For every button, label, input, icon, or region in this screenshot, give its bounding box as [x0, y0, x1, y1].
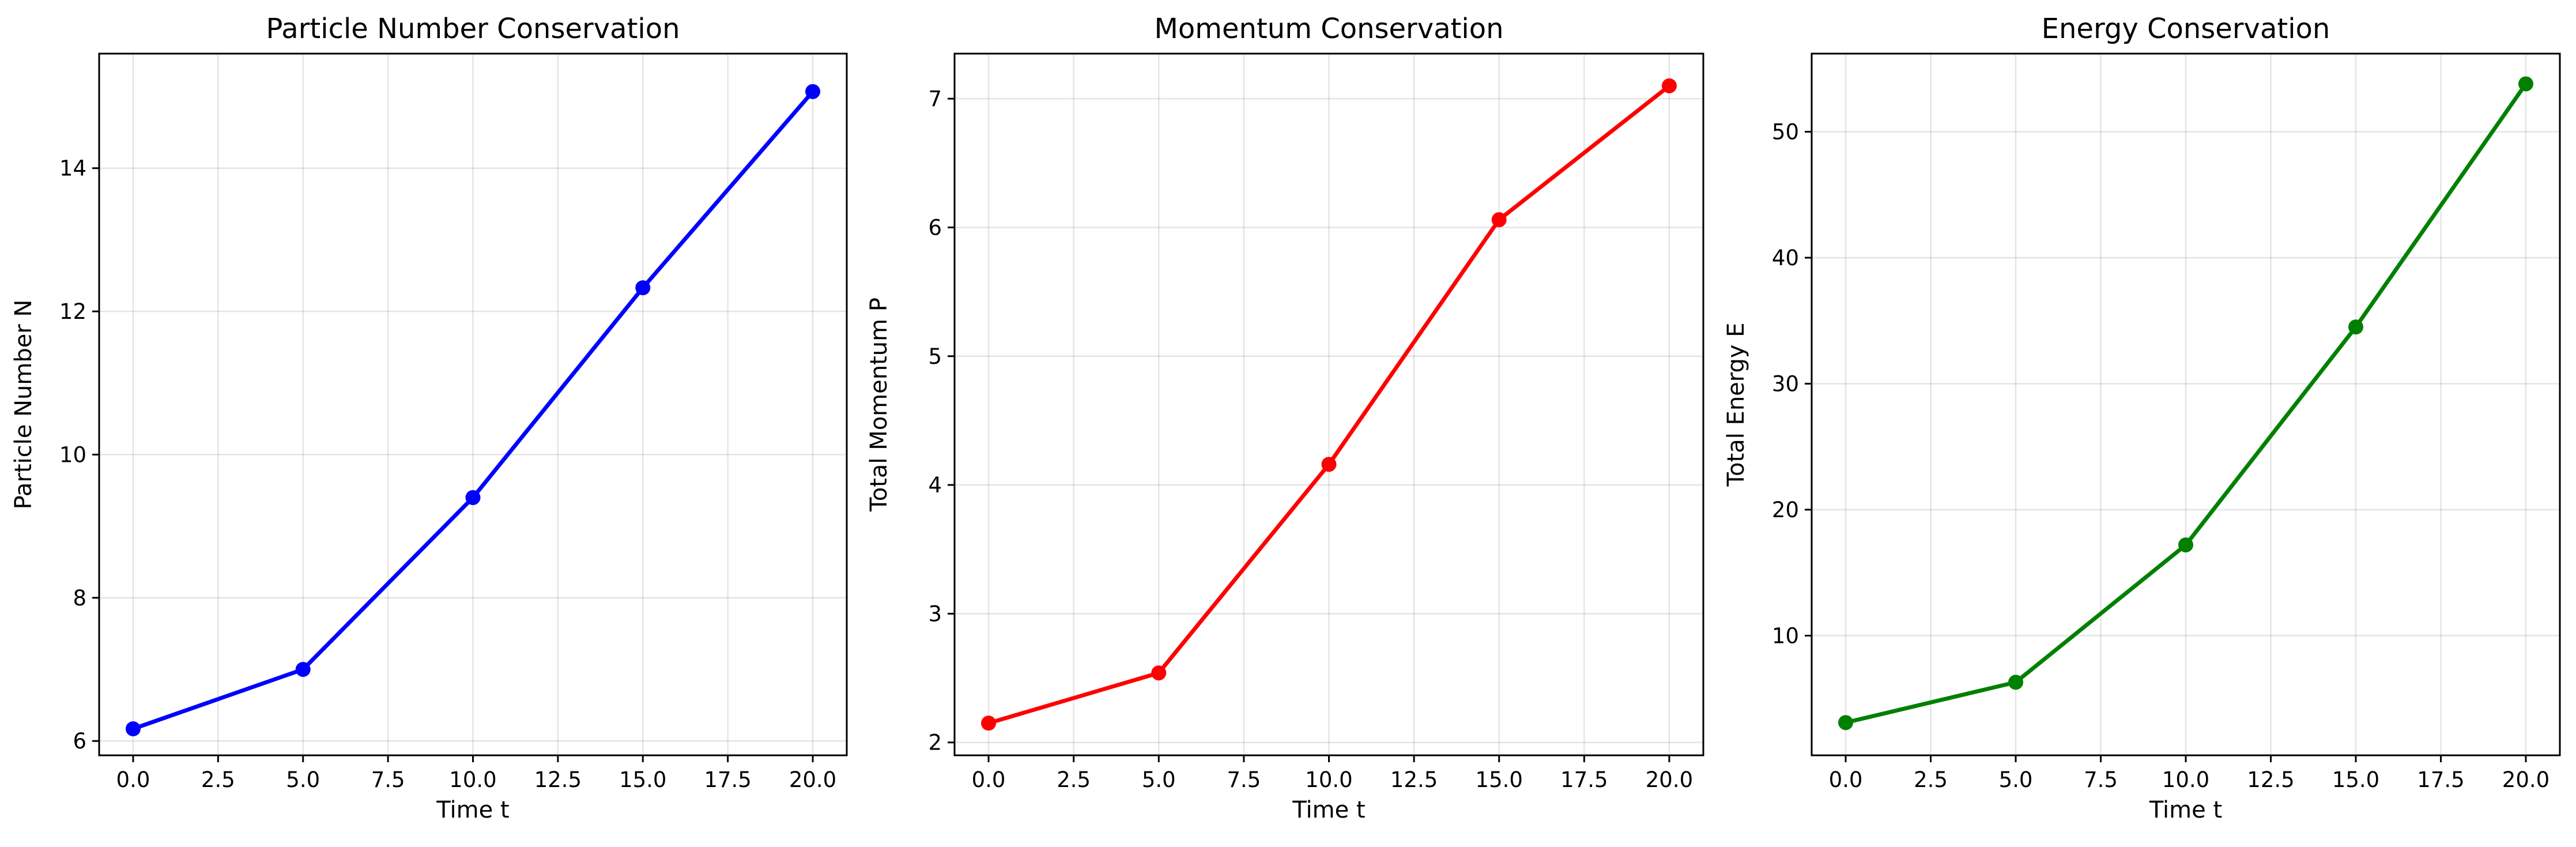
y-axis-label: Particle Number N [10, 300, 37, 510]
data-point [2178, 537, 2193, 553]
x-axis-label: Time t [2149, 797, 2222, 823]
chart-panel-energy: 0.0 2.5 5.0 7.5 10.0 12.5 15.0 17.5 20.0 10 20 30 40… [1723, 13, 2561, 823]
x-tick-label: 17.5 [704, 767, 751, 792]
data-point [2518, 76, 2533, 92]
x-axis-label: Time t [436, 797, 509, 823]
x-tick-label: 2.5 [1057, 767, 1091, 792]
x-tick-label: 17.5 [1560, 767, 1608, 792]
x-tick-label: 12.5 [534, 767, 582, 792]
x-tick-label: 5.0 [286, 767, 320, 792]
x-tick-label: 0.0 [972, 767, 1006, 792]
x-tick-label: 20.0 [789, 767, 836, 792]
x-tick-label: 0.0 [116, 767, 150, 792]
data-point [1838, 715, 1853, 731]
data-point [1661, 78, 1677, 93]
data-point [805, 84, 821, 99]
data-point [125, 721, 141, 737]
y-tick-label: 50 [1772, 119, 1799, 144]
y-tick-label: 12 [59, 299, 86, 324]
y-axis-label: Total Energy E [1723, 322, 1749, 487]
x-tick-label: 20.0 [2502, 767, 2549, 792]
data-point [635, 280, 651, 296]
plot-frame [98, 52, 848, 756]
x-tick-label: 12.5 [2247, 767, 2294, 792]
x-tick-label: 17.5 [2417, 767, 2464, 792]
y-tick-label: 10 [1772, 623, 1799, 648]
chart-title: Particle Number Conservation [266, 13, 680, 45]
y-tick-label: 5 [928, 344, 942, 369]
x-tick-label: 10.0 [1305, 767, 1352, 792]
y-tick-label: 30 [1772, 371, 1799, 396]
x-tick-label: 7.5 [2084, 767, 2118, 792]
y-tick-label: 8 [73, 586, 86, 611]
data-point [295, 661, 311, 677]
data-point [2348, 319, 2363, 335]
chart-panel-momentum: 0.0 2.5 5.0 7.5 10.0 12.5 15.0 17.5 20.0 2 3 4 5 6 7 Mo… [866, 13, 1704, 823]
data-point [2008, 675, 2023, 690]
y-tick-label: 40 [1772, 246, 1799, 270]
y-tick-label: 6 [928, 215, 942, 240]
x-axis-label: Time t [1292, 797, 1365, 823]
chart-panel-particle-number: 0.0 2.5 5.0 7.5 10.0 12.5 15.0 17.5 20.0 6 8 10 12 14… [10, 13, 848, 823]
plot-frame [1811, 52, 2561, 756]
y-tick-label: 2 [928, 731, 942, 755]
y-axis-label: Total Momentum P [866, 298, 892, 512]
y-tick-label: 7 [928, 86, 942, 111]
x-tick-label: 15.0 [619, 767, 666, 792]
x-tick-label: 15.0 [2332, 767, 2379, 792]
plot-frame [953, 52, 1704, 756]
x-tick-label: 5.0 [1999, 767, 2033, 792]
x-tick-label: 7.5 [371, 767, 405, 792]
data-point [1321, 457, 1337, 472]
y-tick-label: 10 [59, 442, 86, 467]
data-point [1491, 212, 1507, 228]
y-tick-label: 20 [1772, 498, 1799, 522]
x-tick-label: 12.5 [1390, 767, 1438, 792]
chart-title: Energy Conservation [2042, 13, 2330, 45]
y-tick-label: 6 [73, 729, 86, 754]
x-tick-label: 10.0 [2162, 767, 2209, 792]
y-tick-label: 4 [928, 473, 942, 498]
x-tick-label: 2.5 [1914, 767, 1948, 792]
x-tick-label: 15.0 [1476, 767, 1523, 792]
x-tick-label: 7.5 [1227, 767, 1261, 792]
x-tick-label: 10.0 [449, 767, 496, 792]
x-tick-label: 5.0 [1142, 767, 1176, 792]
data-point [1151, 665, 1167, 681]
data-point [465, 490, 481, 505]
y-tick-label: 3 [928, 601, 942, 626]
x-tick-label: 0.0 [1829, 767, 1863, 792]
x-tick-label: 2.5 [201, 767, 235, 792]
y-tick-label: 14 [59, 156, 86, 181]
x-tick-label: 20.0 [1646, 767, 1693, 792]
chart-title: Momentum Conservation [1154, 13, 1503, 45]
data-point [981, 716, 997, 731]
